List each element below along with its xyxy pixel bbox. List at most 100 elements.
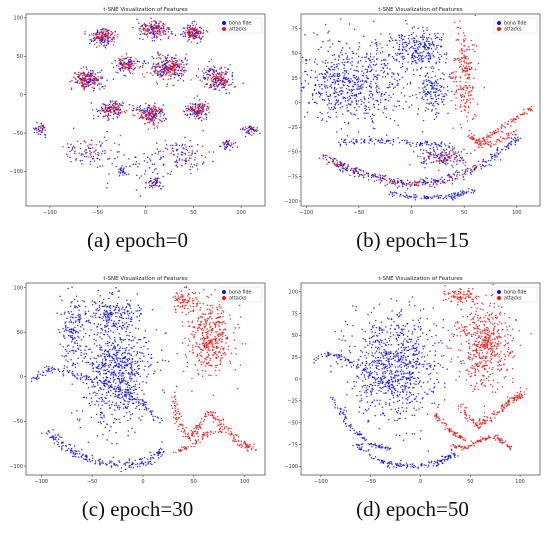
data-point <box>379 177 382 180</box>
data-point <box>510 118 512 121</box>
data-point <box>95 144 98 146</box>
data-point <box>106 439 108 441</box>
chart-title: t-SNE Visualization of Features <box>378 7 462 13</box>
data-point <box>336 75 339 78</box>
data-point <box>110 371 113 374</box>
data-point <box>442 103 445 106</box>
data-point <box>510 132 512 134</box>
data-point <box>155 72 157 74</box>
data-point <box>139 66 142 68</box>
data-point <box>364 107 366 110</box>
data-point <box>213 81 215 83</box>
data-point <box>89 392 91 395</box>
data-point <box>211 76 214 79</box>
data-point <box>420 57 423 60</box>
data-point <box>405 194 408 196</box>
data-point <box>451 196 453 198</box>
data-point <box>410 104 413 106</box>
data-point <box>468 78 470 80</box>
data-point <box>431 185 433 187</box>
data-point <box>81 83 83 85</box>
data-point <box>441 141 443 143</box>
data-point <box>407 197 409 199</box>
data-point <box>229 63 231 66</box>
data-point <box>102 77 104 79</box>
data-point <box>94 391 96 393</box>
data-point <box>391 72 393 74</box>
data-point <box>342 84 345 86</box>
data-point <box>430 161 432 164</box>
data-point <box>89 363 91 365</box>
data-point <box>436 51 439 53</box>
data-point <box>488 135 490 137</box>
data-point <box>118 109 121 112</box>
data-point <box>387 100 390 102</box>
data-point <box>105 104 108 107</box>
data-point <box>123 415 125 418</box>
data-point <box>144 32 146 35</box>
data-point <box>504 127 507 129</box>
data-point <box>354 114 357 116</box>
data-point <box>174 63 177 66</box>
data-point <box>88 156 90 158</box>
data-point <box>159 76 161 78</box>
data-point <box>119 104 121 106</box>
data-point <box>398 45 401 48</box>
data-point <box>112 342 115 345</box>
data-point <box>109 337 111 339</box>
data-point <box>175 142 177 144</box>
data-point <box>419 91 421 94</box>
data-point <box>103 372 105 375</box>
data-point <box>198 108 201 110</box>
data-point <box>348 58 350 60</box>
data-point <box>242 129 244 131</box>
data-point <box>432 183 435 186</box>
data-point <box>433 141 436 144</box>
data-point <box>355 140 357 142</box>
data-point <box>415 50 418 52</box>
data-point <box>203 105 206 108</box>
data-point <box>449 160 452 162</box>
data-point <box>183 69 186 71</box>
data-point <box>379 43 381 45</box>
data-point <box>401 57 403 59</box>
data-point <box>114 157 116 160</box>
data-point <box>385 59 387 61</box>
data-point <box>380 93 383 96</box>
data-point <box>528 108 530 110</box>
data-point <box>179 72 181 75</box>
data-point <box>437 79 439 81</box>
data-point <box>412 51 415 54</box>
data-point <box>209 74 211 77</box>
data-point <box>93 160 96 162</box>
data-point <box>328 30 330 33</box>
data-point <box>435 61 437 64</box>
data-point <box>362 83 364 86</box>
data-point <box>397 124 399 126</box>
data-point <box>184 35 187 38</box>
data-point <box>225 70 227 72</box>
data-point <box>253 132 255 135</box>
data-point <box>311 93 314 96</box>
data-point <box>511 120 514 122</box>
data-point <box>344 76 346 79</box>
data-point <box>97 78 99 80</box>
data-point <box>118 418 120 421</box>
data-point <box>376 74 379 76</box>
data-point <box>182 35 185 38</box>
data-point <box>358 173 361 176</box>
data-point <box>361 100 363 103</box>
data-point <box>145 34 148 36</box>
data-point <box>464 171 466 174</box>
data-point <box>96 84 99 86</box>
data-point <box>201 108 204 110</box>
data-point <box>441 157 443 159</box>
data-point <box>340 138 343 141</box>
data-point <box>102 102 104 105</box>
data-point <box>392 144 394 146</box>
data-point <box>194 37 196 39</box>
data-point <box>326 163 328 165</box>
data-point <box>175 149 178 152</box>
data-point <box>494 156 496 158</box>
data-point <box>324 69 327 72</box>
